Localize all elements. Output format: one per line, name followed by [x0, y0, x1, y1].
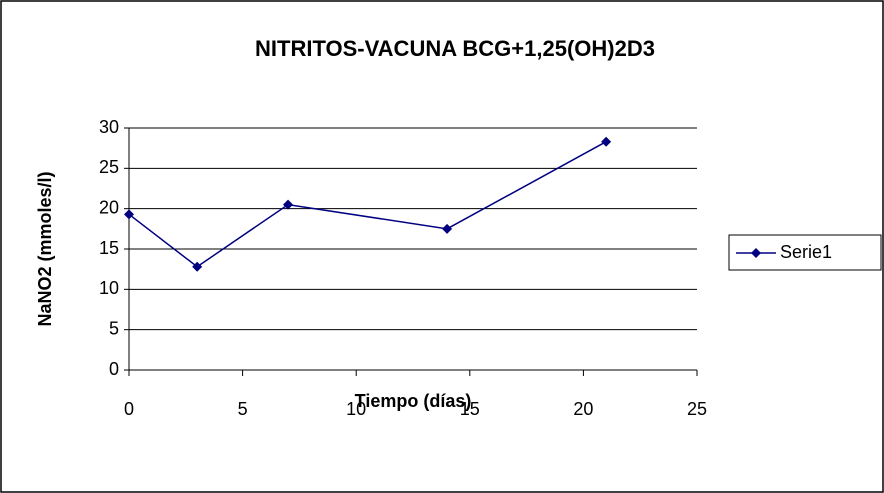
- y-tick-label: 25: [99, 157, 119, 177]
- y-tick-label: 5: [109, 318, 119, 338]
- y-tick-label: 15: [99, 238, 119, 258]
- legend-label: Serie1: [780, 242, 832, 262]
- data-point: [124, 209, 134, 220]
- data-point: [442, 223, 453, 234]
- x-tick-label: 25: [687, 399, 707, 419]
- y-tick-label: 10: [99, 278, 119, 298]
- y-tick-label: 20: [99, 197, 119, 217]
- x-tick-label: 0: [124, 399, 134, 419]
- chart-title: NITRITOS-VACUNA BCG+1,25(OH)2D3: [255, 36, 655, 61]
- x-tick-label: 20: [573, 399, 593, 419]
- x-tick-label: 15: [460, 399, 480, 419]
- data-point: [192, 261, 203, 272]
- y-axis-label: NaNO2 (mmoles/l): [35, 171, 55, 326]
- y-tick-label: 30: [99, 117, 119, 137]
- x-tick-label: 10: [346, 399, 366, 419]
- data-point: [283, 199, 294, 210]
- x-axis-label: Tiempo (días): [355, 391, 472, 411]
- y-tick-label: 0: [109, 359, 119, 379]
- data-point: [601, 136, 612, 147]
- x-tick-label: 5: [238, 399, 248, 419]
- legend-marker: [751, 248, 761, 258]
